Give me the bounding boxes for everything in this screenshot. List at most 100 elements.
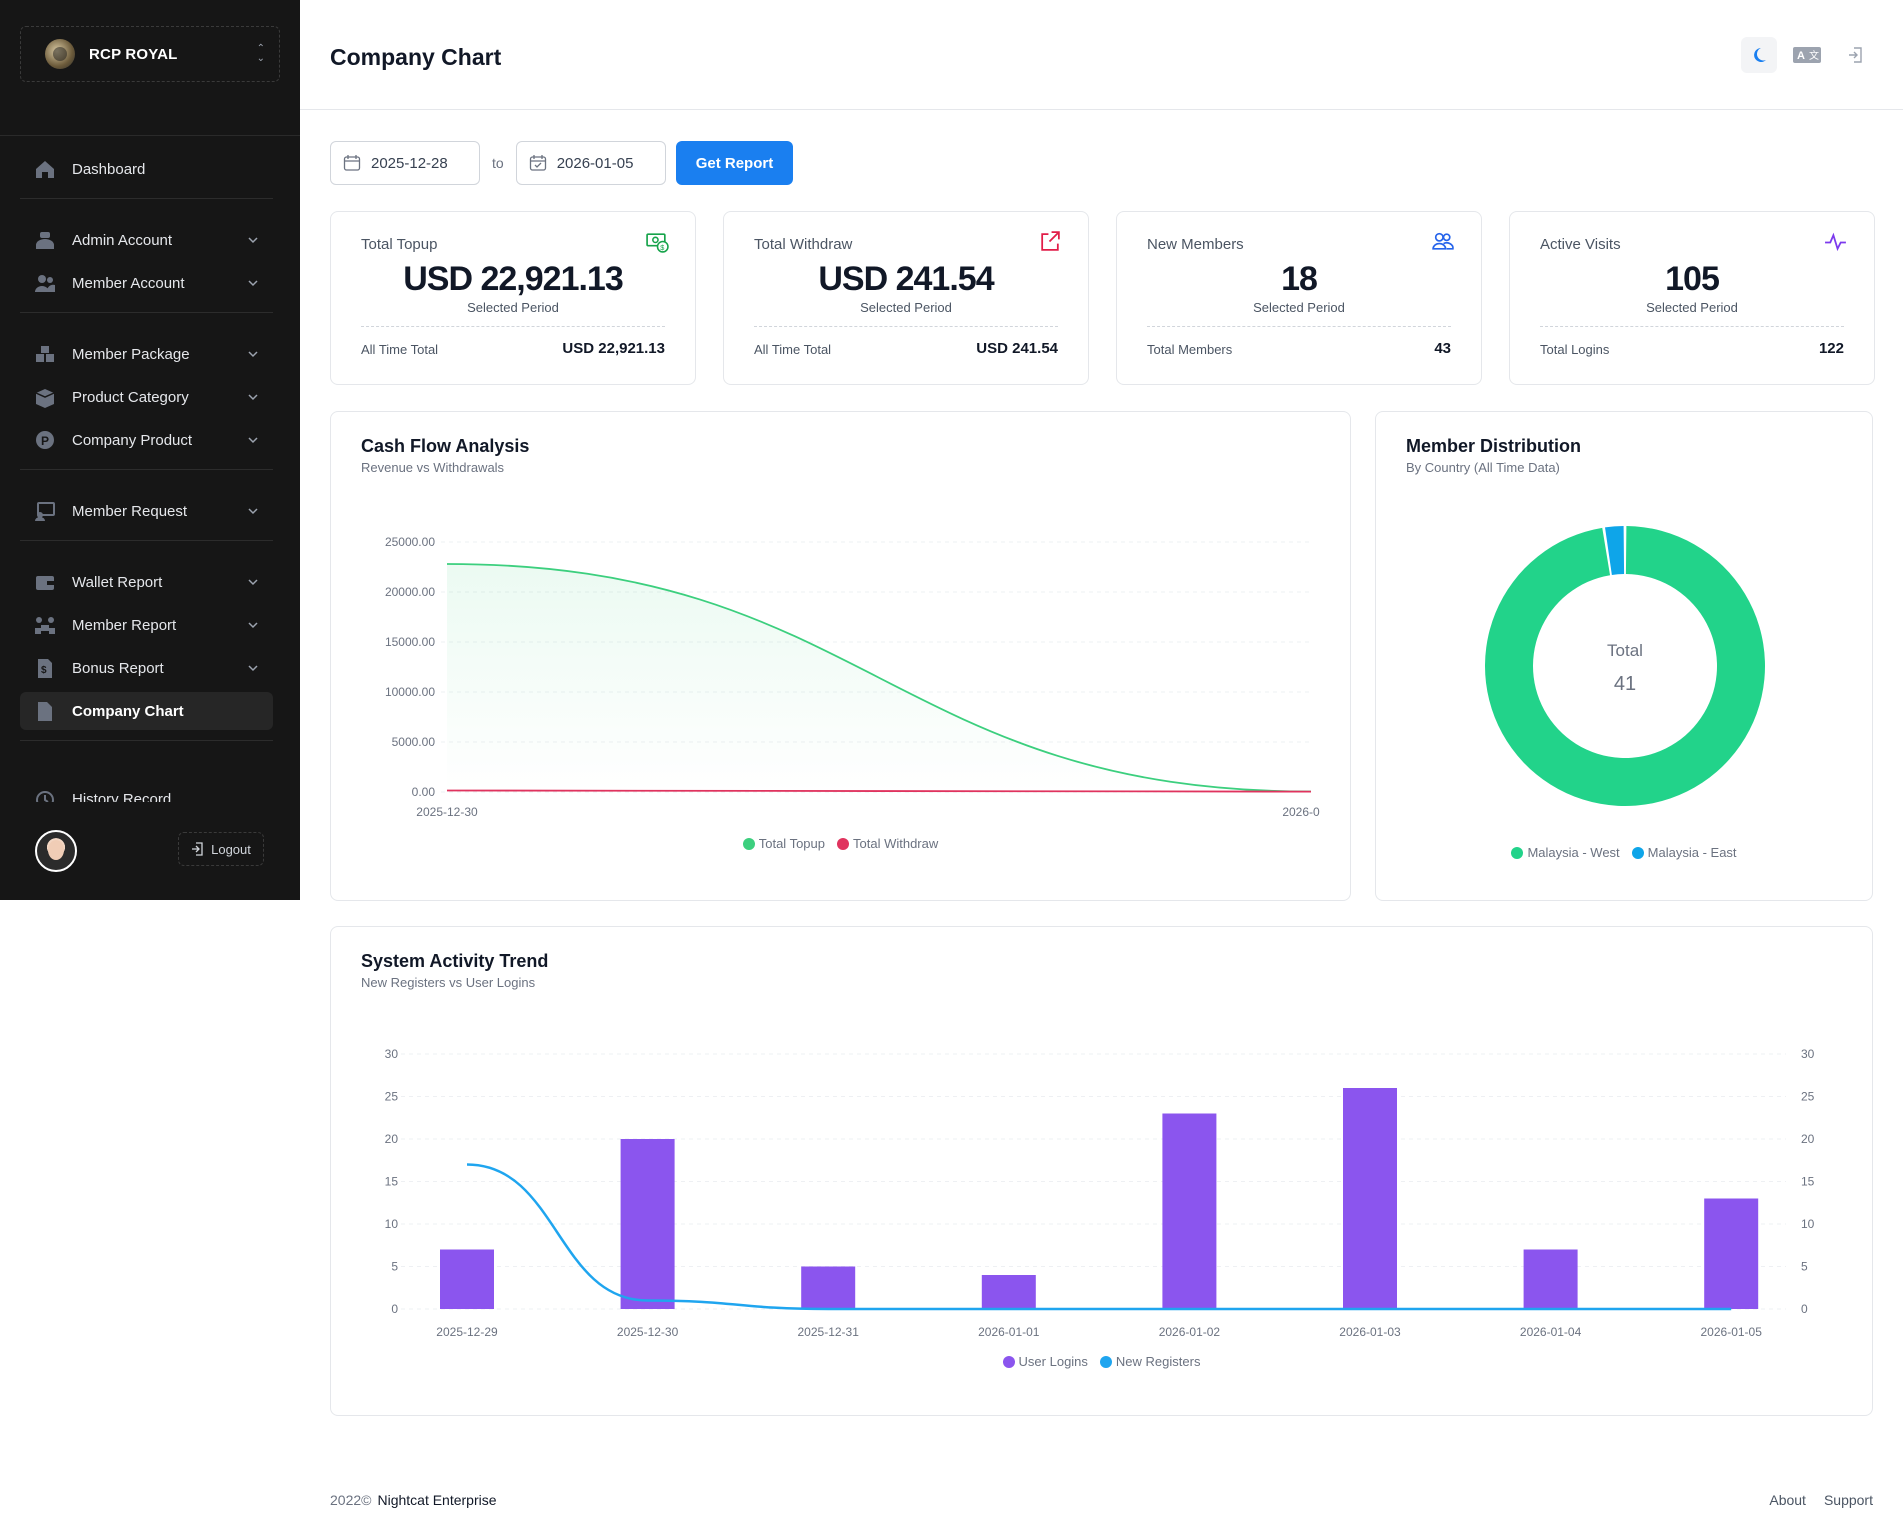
sidebar-item-wallet-report[interactable]: Wallet Report [20,563,273,601]
get-report-button[interactable]: Get Report [675,141,794,185]
bar-user-logins[interactable] [1162,1113,1217,1310]
calendar-check-icon [529,155,546,171]
sidebar-item-product-category[interactable]: Product Category [20,378,273,416]
y-tick-label-left: 20 [385,1132,399,1146]
footer-support-link[interactable]: Support [1823,1492,1873,1508]
cashflow-chart: 0.00 5000.00 10000.00 15000.00 20000.00 25000… [385,535,1320,819]
bar-user-logins[interactable] [440,1249,494,1310]
activity-legend: User Logins New Registers [331,1354,1872,1369]
sidebar-item-member-report[interactable]: Member Report [20,606,273,644]
sidebar-item-bonus-report[interactable]: $ Bonus Report [20,649,273,687]
stat-divider [754,326,1058,327]
brand-logo [45,39,75,69]
x-tick-label: 2025-12-30 [617,1325,679,1339]
sidebar-item-company-chart[interactable]: Company Chart [20,692,273,730]
legend-item[interactable]: Total Topup [742,836,825,851]
svg-text:A: A [1797,50,1805,62]
stat-total-value: 122 [1818,340,1844,357]
stat-card-total-topup: Total Topup $ USD 22,921.13 Selected Period… [330,211,696,385]
sidebar-item-member-account[interactable]: Member Account [20,264,273,302]
logout-label: Logout [211,841,251,857]
y-tick-label: 10000.00 [385,685,435,699]
stat-period-label: Selected Period [1646,300,1738,315]
pie-slice-malaysia-east[interactable] [1605,526,1625,575]
sidebar-item-member-package[interactable]: Member Package [20,335,273,373]
date-filter: 2025-12-28 to 2026-01-05 Get Report [330,141,794,185]
members-icon [1432,232,1454,250]
bar-user-logins[interactable] [1704,1198,1759,1310]
start-date-input[interactable]: 2025-12-28 [330,141,480,185]
y-tick-label-left: 30 [385,1047,399,1061]
theme-toggle-button[interactable] [1741,37,1777,73]
cashflow-legend: Total Topup Total Withdraw [331,836,1350,851]
sidebar-item-company-product[interactable]: P Company Product [20,421,273,459]
y-tick-label-right: 5 [1801,1260,1808,1274]
sidebar-item-admin-account[interactable]: Admin Account [20,221,273,259]
footer-about-link[interactable]: About [1769,1492,1806,1508]
sidebar-item-label: Member Package [72,345,190,363]
sidebar-item-label: Company Chart [72,702,184,720]
sidebar-item-label: Company Product [72,431,193,449]
chevron-down-icon [248,237,258,244]
history-icon [34,789,56,802]
package-icon [34,344,56,364]
bar-user-logins[interactable] [620,1139,675,1309]
footer-company[interactable]: Nightcat Enterprise [377,1492,497,1508]
stat-value: 105 [1665,260,1720,298]
svg-text:$: $ [41,665,47,676]
header-logout-button[interactable] [1837,37,1873,73]
sidebar-divider [20,540,273,541]
sidebar-divider [0,135,300,136]
y-tick-label-left: 15 [385,1175,399,1189]
bar-user-logins[interactable] [1343,1088,1397,1309]
stat-title: Total Withdraw [754,236,853,253]
sidebar-item-label: Dashboard [72,160,146,178]
end-date-input[interactable]: 2026-01-05 [515,141,666,185]
sidebar-divider [20,740,273,741]
activity-subtitle: New Registers vs User Logins [361,975,536,990]
avatar[interactable] [35,830,77,872]
sidebar-item-label: Bonus Report [72,659,164,677]
brand-switcher[interactable]: RCP ROYAL ⌃ ⌄ [20,26,280,82]
team-icon [34,615,56,635]
sign-out-icon [1849,47,1862,63]
legend-item[interactable]: Total Withdraw [837,836,938,851]
x-tick-label: 2026-0 [1282,805,1320,819]
money-icon: $ [646,233,669,253]
logout-icon [192,842,203,856]
sidebar-item-dashboard[interactable]: Dashboard [20,150,273,188]
svg-text:P: P [41,434,49,448]
x-tick-label: 2025-12-29 [436,1325,498,1339]
cashflow-subtitle: Revenue vs Withdrawals [361,460,505,475]
bar-user-logins[interactable] [981,1275,1036,1309]
legend-item[interactable]: Malaysia - West [1511,845,1620,860]
legend-label: Malaysia - West [1527,845,1620,860]
document-icon [34,701,56,721]
legend-item[interactable]: Malaysia - East [1631,845,1737,860]
bar-user-logins[interactable] [1523,1249,1578,1310]
sidebar-item-label: Wallet Report [72,573,163,591]
x-tick-label: 2026-01-05 [1701,1325,1763,1339]
pie-slice-malaysia-west[interactable] [1485,526,1765,806]
sidebar-divider [20,312,273,313]
chevron-down-icon [248,579,258,586]
stat-divider [361,326,665,327]
legend-item[interactable]: New Registers [1099,1354,1200,1369]
y-tick-label-left: 10 [385,1217,399,1231]
legend-item[interactable]: User Logins [1002,1354,1088,1369]
bar-user-logins[interactable] [801,1266,856,1310]
wallet-icon [34,572,56,592]
sidebar-logout-button[interactable]: Logout [178,832,264,866]
sidebar-item-history-record[interactable]: History Record [20,780,273,802]
sidebar-item-member-request[interactable]: Member Request [20,492,273,530]
stat-total-value: USD 241.54 [976,340,1058,357]
svg-text:文: 文 [1809,49,1819,62]
stat-title: Active Visits [1540,236,1621,253]
y-tick-label-right: 25 [1801,1090,1815,1104]
external-link-icon [1041,231,1060,251]
sidebar-item-label: Member Report [72,616,177,634]
chevron-down-icon [248,622,258,629]
